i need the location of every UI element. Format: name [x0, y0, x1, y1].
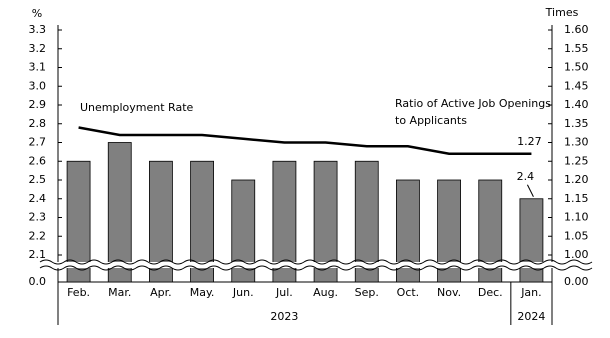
bar — [231, 179, 256, 283]
y-tick-label: 2.1 — [29, 248, 47, 261]
line-series — [78, 126, 532, 155]
series-label: to Applicants — [395, 114, 467, 127]
y-tick-label: 3.0 — [29, 79, 47, 92]
y-tick-label: 2.7 — [29, 136, 47, 149]
y2-tick-label: 1.60 — [564, 23, 589, 36]
x-tick-label: Mar. — [108, 286, 131, 299]
bar — [313, 160, 338, 283]
y-unit: % — [32, 7, 42, 20]
y-tick-label: 2.9 — [29, 98, 47, 111]
y-tick-label: 2.4 — [29, 192, 47, 205]
y2-tick-label: 1.25 — [564, 154, 589, 167]
x-group-label: 2023 — [270, 310, 298, 323]
y2-tick-label: 1.05 — [564, 229, 589, 242]
x-tick-label: Aug. — [313, 286, 338, 299]
bar — [519, 198, 544, 283]
y-tick-label: 3.2 — [29, 42, 47, 55]
y-tick-label: 2.8 — [29, 117, 47, 130]
y2-tick-label: 1.35 — [564, 117, 589, 130]
series-label: Ratio of Active Job Openings — [395, 97, 551, 110]
y-tick-label: 0.0 — [29, 275, 47, 288]
x-tick-label: Jan. — [520, 286, 541, 299]
bar — [66, 160, 91, 283]
axis-break-gap — [40, 262, 574, 268]
data-label: 1.27 — [517, 135, 542, 148]
x-tick-label: Apr. — [150, 286, 172, 299]
y2-tick-label: 0.00 — [564, 275, 589, 288]
x-tick-label: Sep. — [355, 286, 379, 299]
x-tick-label: Jul. — [275, 286, 293, 299]
x-tick-label: Dec. — [478, 286, 503, 299]
y-tick-label: 3.3 — [29, 23, 47, 36]
y2-tick-label: 1.30 — [564, 136, 589, 149]
axis-break-line — [39, 259, 593, 265]
y-tick-label: 2.5 — [29, 173, 47, 186]
y2-tick-label: 1.20 — [564, 173, 589, 186]
bar — [354, 160, 379, 283]
y2-tick-label: 1.10 — [564, 211, 589, 224]
data-label: 2.4 — [517, 170, 535, 183]
y-tick-label: 2.6 — [29, 154, 47, 167]
y2-tick-label: 1.50 — [564, 61, 589, 74]
x-tick-label: Nov. — [437, 286, 461, 299]
y2-unit: Times — [545, 6, 579, 19]
series-label: Unemployment Rate — [80, 101, 194, 114]
bar — [107, 142, 132, 283]
x-tick-label: Oct. — [397, 286, 420, 299]
bar — [396, 179, 420, 283]
y2-tick-label: 1.55 — [564, 42, 589, 55]
y2-tick-label: 1.15 — [564, 192, 589, 205]
x-tick-label: Feb. — [67, 286, 90, 299]
leader-line — [526, 184, 534, 197]
y2-tick-label: 1.40 — [564, 98, 589, 111]
bar — [437, 179, 461, 283]
x-group-label: 2024 — [517, 310, 545, 323]
y-tick-label: 2.3 — [29, 211, 47, 224]
bar — [478, 179, 503, 283]
bar — [149, 160, 173, 283]
y2-tick-label: 1.00 — [564, 248, 589, 261]
y2-tick-label: 1.45 — [564, 79, 589, 92]
bar — [272, 160, 297, 283]
bar — [190, 160, 214, 283]
y-tick-label: 2.2 — [29, 229, 47, 242]
x-tick-label: May. — [190, 286, 215, 299]
y-tick-label: 3.1 — [29, 61, 47, 74]
axis-break-line — [39, 265, 593, 271]
x-tick-label: Jun. — [232, 286, 254, 299]
